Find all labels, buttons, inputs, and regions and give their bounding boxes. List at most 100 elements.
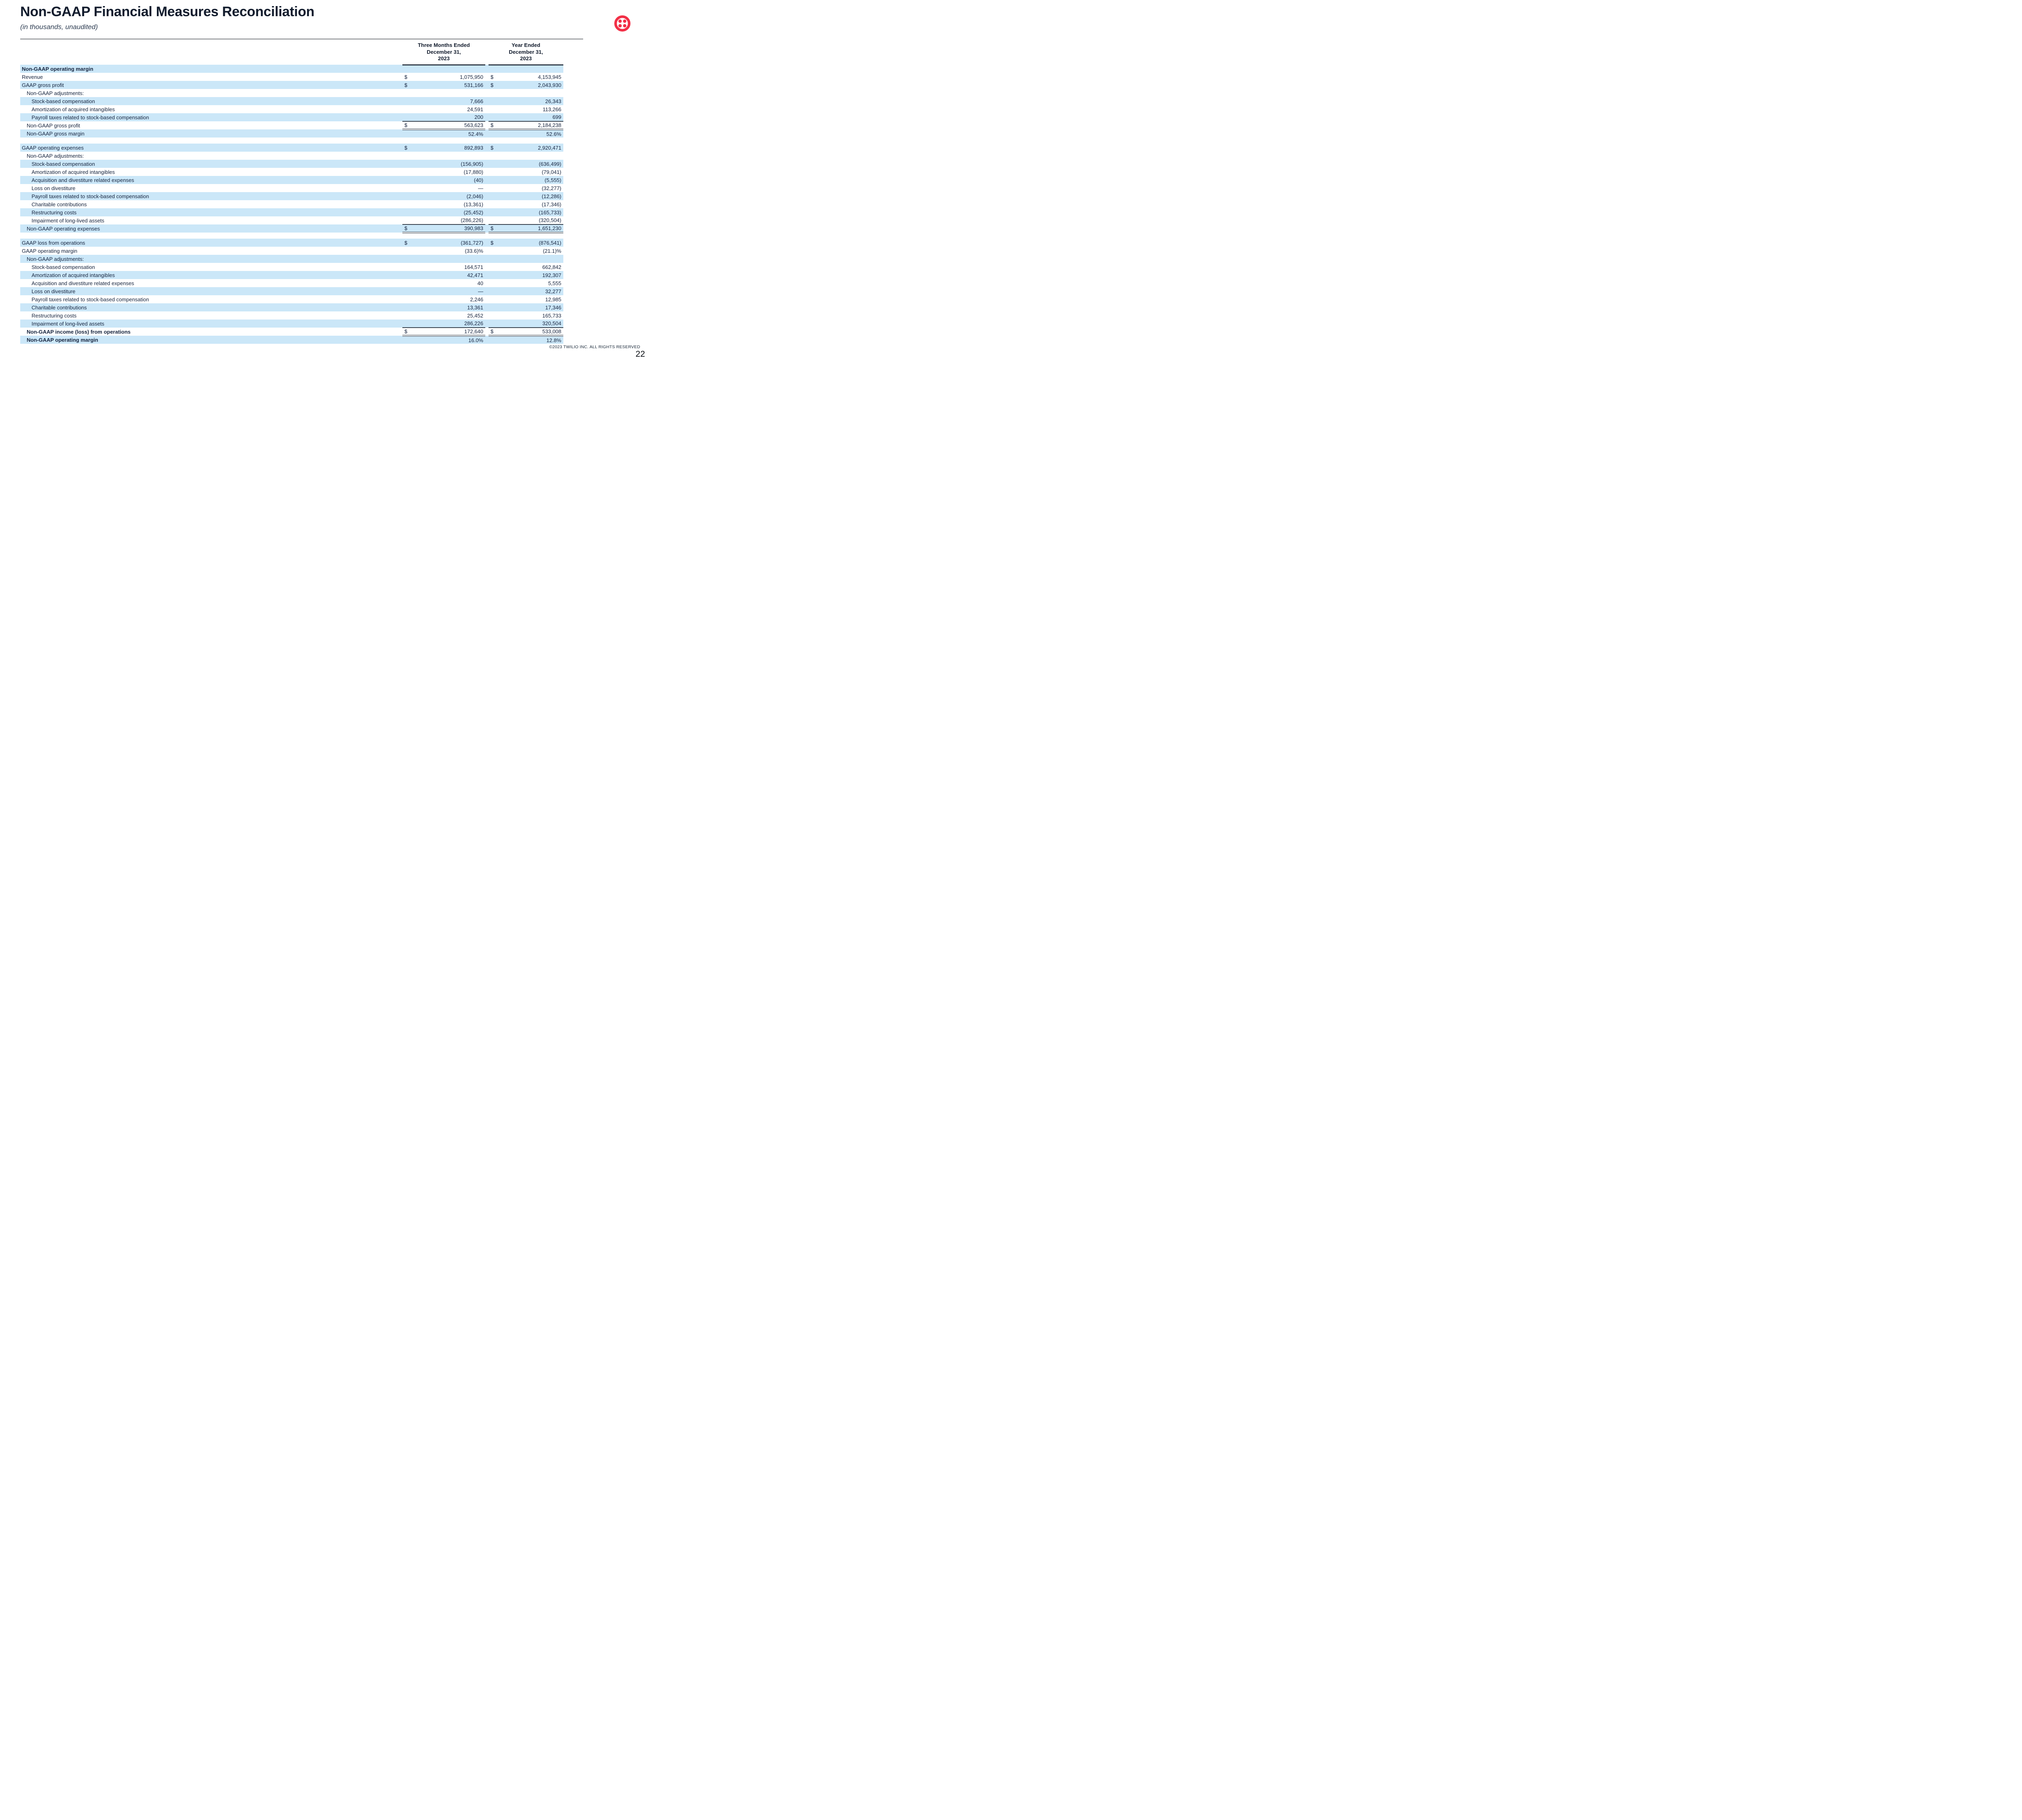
- value-q4: (25,452): [413, 208, 485, 217]
- value-fy: [499, 89, 563, 97]
- value-q4: —: [478, 185, 483, 191]
- column-gap: [485, 40, 489, 65]
- title-divider: [20, 38, 583, 40]
- column-gap: [485, 160, 489, 168]
- dollar-sign-q4: [402, 216, 413, 224]
- column-gap: [485, 320, 489, 328]
- dollar-sign-q4: [402, 311, 413, 320]
- dollar-sign-fy: [489, 311, 499, 320]
- dollar-sign-fy: [489, 192, 499, 201]
- dollar-sign-q4: $: [402, 224, 413, 234]
- value-q4: 172,640: [413, 327, 485, 337]
- dollar-sign-q4: [402, 271, 413, 279]
- column-gap: [485, 113, 489, 122]
- label-column-header: [20, 40, 402, 65]
- dollar-sign-q4: [402, 247, 413, 255]
- dollar-sign-fy: [489, 168, 499, 176]
- page-subtitle: (in thousands, unaudited): [20, 23, 98, 31]
- value-fy: 12.8%: [499, 336, 563, 344]
- value-fy: 52.6%: [499, 129, 563, 138]
- row-label: Stock-based compensation: [20, 160, 402, 168]
- column-gap: [485, 279, 489, 287]
- value-q4: [413, 152, 485, 160]
- dollar-sign-fy: [489, 271, 499, 279]
- value-fy: (320,504): [539, 217, 561, 224]
- column-gap: [485, 81, 489, 89]
- dollar-sign-q4: [402, 263, 413, 271]
- table-row: Non-GAAP adjustments:: [20, 89, 563, 97]
- dollar-sign-fy: [489, 287, 499, 296]
- column-gap: [485, 247, 489, 255]
- dollar-sign-fy: [489, 320, 499, 328]
- page-number: 22: [635, 349, 645, 359]
- dollar-sign-fy: $: [489, 81, 499, 89]
- table-row: GAAP operating expenses $892,893 $2,920,47…: [20, 144, 563, 152]
- row-label: Payroll taxes related to stock-based com…: [20, 192, 402, 201]
- column-gap: [485, 184, 489, 192]
- column-header-row: Three Months Ended December 31, 2023 Yea…: [20, 40, 563, 66]
- value-q4: 563,623: [413, 121, 485, 131]
- table-row: Stock-based compensation 7,666 26,343: [20, 97, 563, 106]
- value-q4: 13,361: [413, 303, 485, 312]
- row-label: Payroll taxes related to stock-based com…: [20, 113, 402, 122]
- row-label: GAAP gross profit: [20, 81, 402, 89]
- column-gap: [485, 208, 489, 217]
- column-gap: [485, 105, 489, 113]
- table-row: Restructuring costs 25,452 165,733: [20, 311, 563, 320]
- dollar-sign-q4: [402, 208, 413, 217]
- value-fy: 113,266: [542, 106, 561, 112]
- row-label: Charitable contributions: [20, 303, 402, 312]
- value-fy: [499, 65, 563, 73]
- dollar-sign-fy: [489, 255, 499, 263]
- row-label: Non-GAAP adjustments:: [27, 90, 84, 96]
- dollar-sign-q4: [402, 168, 413, 176]
- row-label: Non-GAAP income (loss) from operations: [27, 328, 131, 335]
- dollar-sign-q4: $: [402, 121, 413, 131]
- copyright-text: ©2023 TWILIO INC. ALL RIGHTS RESERVED: [549, 345, 640, 349]
- table-row: Payroll taxes related to stock-based com…: [20, 295, 563, 303]
- dollar-sign-fy: [489, 105, 499, 113]
- table-row: Impairment of long-lived assets 286,226 32…: [20, 320, 563, 328]
- value-q4: 164,571: [464, 264, 483, 270]
- dollar-sign-q4: [402, 192, 413, 201]
- dollar-sign-q4: [402, 287, 413, 296]
- value-q4: [413, 65, 485, 73]
- column-gap: [485, 200, 489, 208]
- dollar-sign-q4: [402, 152, 413, 160]
- table-row: Non-GAAP adjustments:: [20, 255, 563, 263]
- value-fy: 165,733: [542, 312, 561, 319]
- dollar-sign-fy: [489, 247, 499, 255]
- row-label: Loss on divestiture: [20, 287, 402, 296]
- value-q4: 16.0%: [413, 336, 485, 344]
- dollar-sign-fy: [489, 200, 499, 208]
- dollar-sign-q4: $: [402, 239, 413, 247]
- table-row: Stock-based compensation (156,905) (636,49…: [20, 160, 563, 168]
- value-q4: 390,983: [413, 224, 485, 234]
- row-label: Impairment of long-lived assets: [32, 217, 104, 224]
- table-row: Non-GAAP adjustments:: [20, 152, 563, 160]
- value-fy: 1,651,230: [499, 224, 563, 234]
- value-fy: 26,343: [499, 97, 563, 106]
- table-row: Payroll taxes related to stock-based com…: [20, 192, 563, 201]
- dollar-sign-fy: $: [489, 121, 499, 131]
- table-row: Acquisition and divestiture related expe…: [20, 279, 563, 287]
- dollar-sign-q4: $: [404, 74, 408, 80]
- value-fy: 533,008: [499, 327, 563, 337]
- table-row: Amortization of acquired intangibles 24,5…: [20, 105, 563, 113]
- dollar-sign-q4: [402, 129, 413, 138]
- value-fy: 2,920,471: [499, 144, 563, 152]
- table-row: GAAP gross profit $531,166 $2,043,930: [20, 81, 563, 89]
- table-row: Impairment of long-lived assets (286,226)…: [20, 216, 563, 224]
- table-row: Charitable contributions (13,361) (17,346): [20, 200, 563, 208]
- value-fy: (636,499): [499, 160, 563, 168]
- dollar-sign-fy: $: [489, 327, 499, 337]
- table-row: Restructuring costs (25,452) (165,733): [20, 208, 563, 217]
- dollar-sign-q4: [402, 255, 413, 263]
- table-row: Acquisition and divestiture related expe…: [20, 176, 563, 184]
- column-gap: [485, 65, 489, 73]
- dollar-sign-fy: [489, 208, 499, 217]
- dollar-sign-fy: [489, 303, 499, 312]
- dollar-sign-q4: [402, 184, 413, 192]
- dollar-sign-q4: [402, 97, 413, 106]
- dollar-sign-q4: $: [402, 144, 413, 152]
